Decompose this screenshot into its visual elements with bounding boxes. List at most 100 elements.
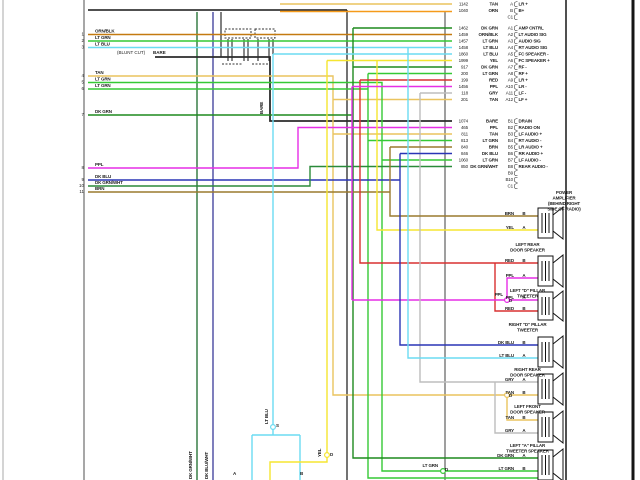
vertical-label-dkbluwht: DK BLU/WHT	[204, 452, 209, 479]
speaker-pin: B	[522, 258, 526, 263]
splice-label-ltgrn: LT GRN	[422, 463, 438, 468]
left-pin-number: 8	[81, 165, 84, 170]
circuit-number: 811	[461, 131, 468, 137]
pin-id: B2	[507, 124, 513, 130]
circuit-label: RR AUDIO +	[518, 150, 544, 156]
pin-id: A7	[507, 64, 513, 70]
pin-id: A10	[505, 83, 513, 89]
pin-id: B8	[507, 163, 513, 169]
connector-a-rows: 1462 DK GRN A1 AMP CNTRL 1459 ORN/BLK A2…	[448, 25, 568, 103]
circuit-number: 1060	[458, 157, 469, 163]
speaker-wire-color: DK BLU	[497, 340, 514, 345]
speaker-pin: A	[522, 295, 526, 300]
splice-label-ppl: PPL	[494, 292, 503, 297]
left-pin-label: PPL	[95, 162, 104, 167]
pin-bracket	[514, 51, 518, 57]
pin-bracket	[514, 163, 518, 170]
wire-tan-net	[88, 75, 538, 421]
speaker-name: RIGHT "D" PILLAR TWEETER	[508, 322, 547, 333]
left-pin-number: 1	[81, 31, 84, 37]
connector-row: 1860 LT BLU A5 FC SPEAKER -	[448, 51, 568, 58]
connector-row: 850 DK GRN/WHT B8 REAR AUDIO -	[448, 163, 568, 170]
wire-color: LT BLU	[483, 44, 498, 50]
speaker-wire-color: GRY	[504, 428, 514, 433]
pin-bracket	[514, 44, 518, 51]
circuit-number: 846	[460, 150, 468, 156]
connector-row: 465 PPL B2 RADIO ON	[448, 124, 568, 131]
pin-bracket	[514, 70, 518, 77]
connector-row: 1459 ORN/BLK A2 LT AUDIO SIG	[448, 31, 568, 38]
pin-bracket	[514, 157, 518, 163]
wire-ppl-radio-on	[88, 126, 452, 169]
wire-color: ORN/BLK	[478, 31, 499, 37]
speaker-pin: B	[522, 415, 526, 420]
speaker-wire-color: PPL	[505, 273, 514, 278]
wire-color: DK GRN	[481, 64, 498, 70]
pin-bracket	[514, 150, 518, 157]
connector-row: 1458 LT BLU A4 RT AUDIO SIG	[448, 44, 568, 51]
wire-brn-rear-door	[389, 146, 538, 217]
circuit-label: LR +	[518, 1, 528, 7]
wire-color: BRN	[488, 144, 498, 150]
circuit-number: 118	[461, 90, 468, 96]
speaker-symbol-bottom	[537, 447, 564, 480]
pin-id: A	[510, 1, 513, 7]
circuit-number: 1999	[458, 57, 469, 63]
speaker-symbol-right-rear-door	[537, 334, 564, 370]
pin-id: B6	[507, 150, 513, 156]
left-pin-number: 9	[81, 177, 84, 182]
speaker-symbol-left-front-door	[537, 371, 564, 407]
pin-bracket	[514, 77, 518, 83]
wire-color: DK GRN	[481, 25, 498, 31]
connector-row: 1074 BARE B1 DRAIN	[448, 118, 568, 125]
speaker-pin: A	[522, 353, 526, 358]
connector-row: C1	[448, 183, 568, 190]
pin-bracket	[514, 38, 518, 44]
speaker-wire-color: BRN	[504, 211, 514, 216]
pin-id: C1	[507, 14, 514, 20]
circuit-label: LR +	[518, 77, 528, 83]
wire-ppl-tweeter-net	[351, 85, 538, 301]
circuit-number: 813	[460, 137, 468, 143]
connector-row: 813 LT GRN B4 RT AUDIO -	[448, 137, 568, 144]
circuit-number: 1462	[458, 25, 469, 31]
connector-row: 201 TAN A12 LF +	[448, 96, 568, 103]
circuit-number: 465	[460, 124, 468, 130]
splice-id: D	[509, 393, 513, 398]
left-pin-label: DK GRN/WHT	[95, 180, 123, 185]
left-pin-number: 2	[81, 38, 84, 43]
pin-id: A3	[507, 38, 513, 44]
pin-bracket	[514, 83, 518, 90]
wire-red-net	[359, 79, 538, 312]
splice-id: S	[276, 423, 280, 428]
connector-row: 1457 LT GRN A3 AUDIO SIG	[448, 38, 568, 45]
connector-row: 1462 DK GRN A1 AMP CNTRL	[448, 25, 568, 32]
speaker-name: RIGHT REAR DOOR SPEAKER	[510, 367, 545, 378]
pin-id: A12	[505, 96, 513, 102]
left-pin-label: LT GRN	[95, 35, 111, 40]
pin-id: B9	[507, 170, 513, 176]
circuit-label: RF +	[518, 70, 528, 76]
bottom-pin-a: A	[233, 471, 237, 476]
connector-row: B9	[448, 170, 568, 177]
speaker-pin: B	[522, 306, 526, 311]
pin-id: B7	[507, 157, 513, 163]
circuit-label: LF AUDIO -	[518, 157, 541, 163]
connector-b-rows: 1074 BARE B1 DRAIN 465 PPL B2 RADIO ON 8…	[448, 118, 568, 190]
connector-row: B10	[448, 176, 568, 183]
left-pin-number: 4	[81, 73, 84, 78]
wire-color: PPL	[489, 83, 498, 89]
circuit-label: LF AUDIO +	[518, 131, 543, 137]
connector-row: 1456 PPL A10 LR -	[448, 83, 568, 90]
speaker-symbol-left-rear-door	[537, 205, 564, 241]
circuit-label: RF -	[518, 64, 527, 70]
speaker-wire-color: LT BLU	[499, 353, 514, 358]
wire-lt-grn-net1	[88, 81, 538, 472]
circuit-number: 1458	[458, 44, 469, 50]
speaker-pin: B	[522, 390, 526, 395]
wire-gry-net	[419, 92, 538, 434]
bare-wire-label: BARE	[153, 50, 166, 55]
pin-id: B4	[507, 137, 513, 143]
pin-bracket	[514, 183, 518, 189]
connector-row: 1999 YEL A6 FC SPEAKER +	[448, 57, 568, 64]
